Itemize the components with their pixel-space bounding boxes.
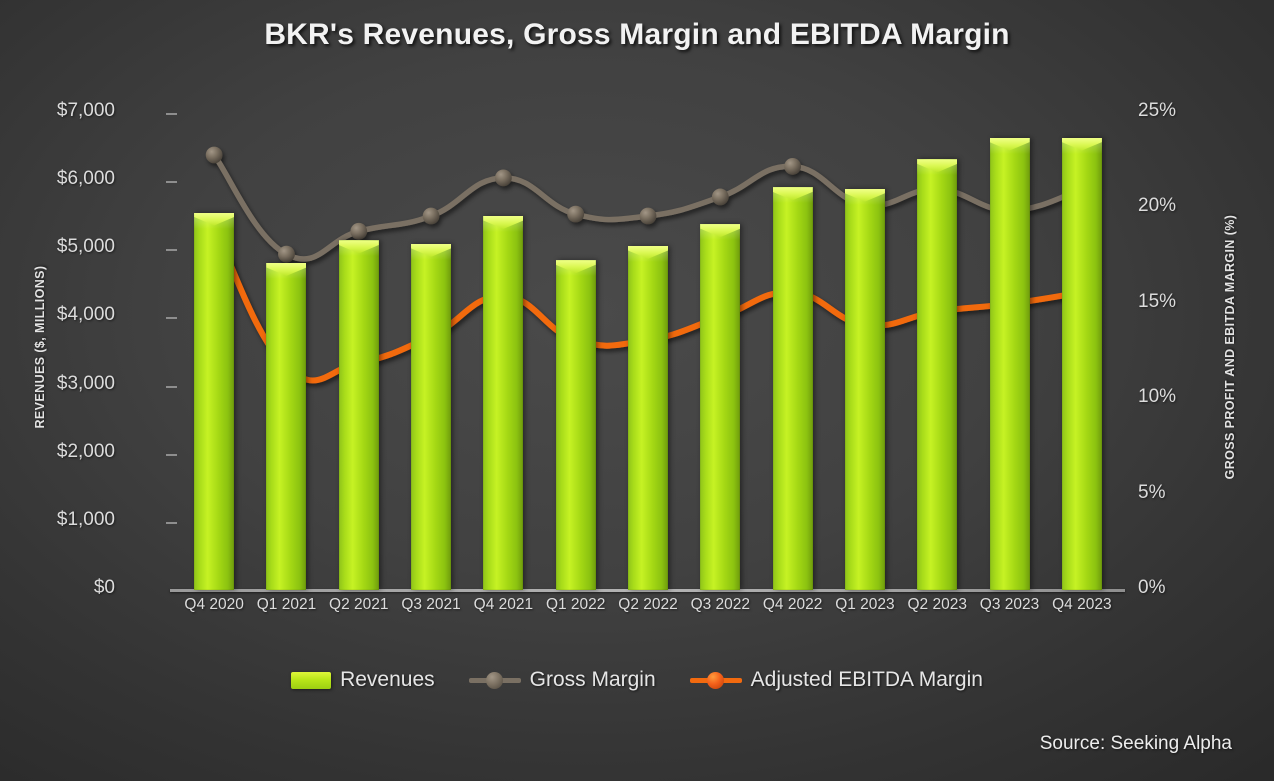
bar-revenues[interactable] bbox=[194, 212, 235, 590]
legend-line-swatch bbox=[468, 671, 521, 689]
legend-line-swatch bbox=[689, 671, 742, 689]
left-tick-label: $1,000 bbox=[56, 508, 115, 530]
bar-revenues[interactable] bbox=[917, 159, 958, 590]
chart-title: BKR's Revenues, Gross Margin and EBITDA … bbox=[264, 18, 1010, 51]
category-label: Q4 2020 bbox=[184, 596, 244, 613]
right-tick-label: 10% bbox=[1138, 386, 1177, 408]
bar-revenues[interactable] bbox=[1061, 137, 1102, 590]
category-label: Q4 2023 bbox=[1052, 596, 1112, 613]
left-tick-mark bbox=[166, 385, 177, 388]
category-label: Q1 2021 bbox=[256, 596, 317, 613]
chart-legend: Revenues Gross Margin Adjusted EBITDA Marg… bbox=[0, 668, 1274, 692]
bar-revenues[interactable] bbox=[411, 243, 452, 590]
right-axis-title: GROSS PROFIT AND EBITDA MARGIN (%) bbox=[1223, 214, 1237, 480]
bar-cap bbox=[194, 212, 235, 226]
left-tick-mark bbox=[166, 521, 177, 524]
category-label: Q4 2022 bbox=[762, 596, 823, 613]
right-tick-label: 5% bbox=[1138, 481, 1166, 503]
bar-revenues[interactable] bbox=[844, 188, 885, 590]
plot-area: Q4 2020 — Gross Margin: 22.8% Q1 2021 — G… bbox=[178, 113, 1118, 590]
left-tick-mark bbox=[166, 181, 177, 184]
bar-revenues[interactable] bbox=[338, 240, 379, 590]
legend-label: Revenues bbox=[340, 668, 435, 691]
legend-label: Adjusted EBITDA Margin bbox=[750, 668, 983, 691]
category-label: Q3 2022 bbox=[690, 596, 751, 613]
bar-cap bbox=[266, 262, 307, 276]
line-marker[interactable]: Q4 2021 — Gross Margin: 21.6% bbox=[494, 169, 512, 187]
bar-cap bbox=[411, 243, 452, 257]
category-label: Q4 2021 bbox=[473, 596, 534, 613]
legend-marker-dot bbox=[706, 672, 724, 689]
left-tick-label: $2,000 bbox=[56, 440, 115, 462]
category-label: Q3 2023 bbox=[979, 596, 1040, 613]
line-marker[interactable]: Q1 2021 — Gross Margin: 17.6% bbox=[278, 245, 295, 263]
bar-revenues[interactable] bbox=[266, 262, 307, 590]
bar-cap bbox=[772, 187, 813, 201]
bar-cap bbox=[1061, 137, 1102, 151]
bar-cap bbox=[989, 137, 1030, 151]
legend-item[interactable]: Revenues bbox=[291, 668, 435, 692]
bar-revenues[interactable] bbox=[772, 187, 813, 590]
category-label: Q2 2021 bbox=[329, 596, 389, 613]
line-marker[interactable]: Q3 2021 — Gross Margin: 19.6% bbox=[422, 207, 440, 225]
left-tick-mark bbox=[166, 113, 177, 115]
line-marker[interactable]: Q2 2021 — Gross Margin: 18.8% bbox=[350, 222, 368, 240]
left-tick-mark bbox=[166, 453, 177, 456]
left-tick-label: $5,000 bbox=[56, 236, 115, 258]
right-tick-label: 15% bbox=[1138, 290, 1177, 312]
bar-cap bbox=[338, 240, 379, 254]
bar-cap bbox=[700, 224, 741, 238]
left-tick-label: $7,000 bbox=[56, 100, 115, 121]
category-label: Q2 2023 bbox=[907, 596, 967, 613]
left-tick-label: $0 bbox=[93, 577, 115, 598]
legend-item[interactable]: Adjusted EBITDA Margin bbox=[689, 668, 983, 692]
left-tick-label: $6,000 bbox=[56, 168, 115, 190]
category-label: Q2 2022 bbox=[618, 596, 678, 613]
bar-cap bbox=[917, 159, 958, 173]
right-tick-label: 20% bbox=[1138, 195, 1177, 217]
category-label: Q1 2023 bbox=[835, 596, 895, 613]
line-marker[interactable]: Q3 2022 — Gross Margin: 20.6% bbox=[711, 188, 729, 206]
left-tick-mark bbox=[166, 249, 177, 252]
legend-bar-swatch bbox=[291, 671, 332, 689]
bar-cap bbox=[844, 188, 885, 202]
bar-revenues[interactable] bbox=[555, 260, 596, 590]
bar-cap bbox=[628, 245, 668, 259]
left-tick-label: $3,000 bbox=[56, 372, 115, 394]
bar-cap bbox=[555, 260, 596, 274]
line-marker[interactable]: Q4 2020 — Gross Margin: 22.8% bbox=[205, 146, 223, 164]
category-label: Q1 2022 bbox=[545, 596, 606, 613]
legend-marker-dot bbox=[485, 672, 503, 689]
bar-revenues[interactable] bbox=[989, 137, 1030, 590]
category-axis-line bbox=[170, 589, 1125, 592]
line-marker[interactable]: Q2 2022 — Gross Margin: 19.6% bbox=[639, 207, 657, 225]
right-tick-label: 0% bbox=[1138, 577, 1166, 598]
bar-revenues[interactable] bbox=[483, 215, 524, 590]
left-tick-label: $4,000 bbox=[56, 304, 115, 326]
source-note: Source: Seeking Alpha bbox=[1039, 733, 1232, 754]
right-tick-label: 25% bbox=[1138, 100, 1177, 121]
line-marker[interactable]: Q1 2022 — Gross Margin: 19.7% bbox=[567, 205, 585, 223]
legend-label: Gross Margin bbox=[529, 668, 656, 691]
legend-item[interactable]: Gross Margin bbox=[468, 668, 656, 692]
left-tick-mark bbox=[166, 317, 177, 320]
category-label: Q3 2021 bbox=[401, 596, 461, 613]
line-marker[interactable]: Q4 2022 — Gross Margin: 22.2% bbox=[784, 158, 802, 175]
bar-revenues[interactable] bbox=[628, 245, 668, 590]
bar-revenues[interactable] bbox=[700, 224, 741, 590]
bar-cap bbox=[483, 215, 524, 229]
